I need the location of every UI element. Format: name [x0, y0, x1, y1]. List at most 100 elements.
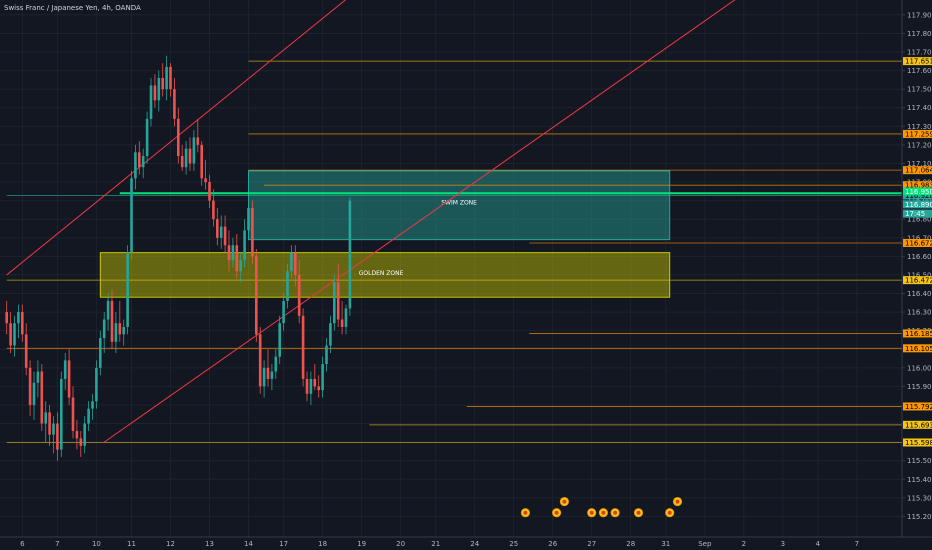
- candle-body: [274, 356, 278, 372]
- event-marker-icon[interactable]: [598, 508, 609, 518]
- candle-body: [196, 137, 200, 145]
- candle-down: [227, 230, 231, 272]
- candle-down: [40, 364, 44, 431]
- x-tick-label: 2: [742, 540, 746, 548]
- candle-body: [216, 219, 219, 238]
- x-tick-label: 7: [55, 540, 59, 548]
- candle-body: [177, 118, 180, 157]
- candle-up: [44, 401, 47, 443]
- candle-body: [278, 323, 281, 357]
- y-tick-label: 117.900: [907, 11, 932, 19]
- event-marker-icon[interactable]: [610, 508, 620, 518]
- x-tick-label: Sep: [698, 540, 712, 548]
- x-tick-label: 21: [431, 540, 440, 548]
- candle-body: [329, 323, 332, 346]
- candle-down: [294, 245, 297, 287]
- y-tick-label: 117.100: [907, 160, 932, 168]
- candle-body: [333, 282, 336, 324]
- event-marker-icon[interactable]: [665, 508, 675, 518]
- candle-body: [149, 85, 153, 119]
- event-marker-icon[interactable]: [520, 508, 531, 518]
- price-axis[interactable]: 115.200115.300115.400115.500115.600115.7…: [901, 0, 932, 550]
- candle-body: [161, 78, 164, 90]
- candle-up: [145, 111, 149, 164]
- event-marker-icon[interactable]: [559, 496, 570, 507]
- candle-body: [83, 423, 86, 446]
- candle-up: [286, 263, 289, 309]
- candle-up: [52, 416, 55, 454]
- x-tick-label: 25: [509, 540, 518, 548]
- candle-body: [313, 378, 317, 387]
- candle-down: [24, 323, 28, 376]
- candle-down: [5, 300, 8, 335]
- candle-up: [290, 245, 293, 279]
- x-tick-label: 7: [855, 540, 859, 548]
- candle-body: [60, 378, 63, 450]
- x-tick-label: 26: [548, 540, 557, 548]
- candle-body: [44, 412, 47, 424]
- candle-body: [262, 367, 266, 387]
- y-tick-label: 117.400: [907, 104, 932, 112]
- y-tick-label: 117.600: [907, 67, 932, 75]
- candle-body: [192, 137, 196, 164]
- x-tick-label: 14: [244, 540, 253, 548]
- x-tick-label: 3: [781, 540, 785, 548]
- x-tick-label: 17: [279, 540, 288, 548]
- candle-up: [348, 196, 352, 316]
- event-marker-icon[interactable]: [633, 508, 644, 518]
- candle-up: [63, 352, 67, 391]
- current-price-label: 116.890: [905, 201, 932, 209]
- candle-body: [153, 85, 157, 101]
- candle-down: [235, 234, 239, 279]
- candle-body: [118, 323, 122, 335]
- x-tick-label: 20: [396, 540, 405, 548]
- candle-down: [212, 189, 215, 227]
- y-tick-label: 115.500: [907, 457, 932, 465]
- candle-body: [21, 312, 24, 335]
- event-marker-inner: [562, 499, 567, 504]
- candle-up: [274, 349, 278, 379]
- candle-body: [239, 260, 242, 272]
- candle-up: [192, 130, 196, 171]
- candle-up: [149, 78, 153, 127]
- candle-body: [188, 148, 192, 164]
- candle-body: [255, 256, 258, 335]
- candle-down: [79, 430, 83, 457]
- candle-body: [122, 326, 125, 335]
- candle-body: [138, 152, 141, 168]
- candle-up: [99, 330, 102, 376]
- current-price-badge: [903, 187, 932, 196]
- candle-up: [32, 371, 36, 420]
- y-tick-label: 115.200: [907, 513, 932, 521]
- event-marker-icon[interactable]: [587, 508, 597, 518]
- candle-body: [200, 144, 203, 179]
- candle-down: [208, 174, 211, 209]
- candle-body: [212, 200, 215, 220]
- candle-down: [297, 260, 301, 324]
- candle-down: [161, 63, 164, 97]
- candle-up: [329, 315, 332, 353]
- time-axis[interactable]: 6 7 10 11 12 13 14 17 18 19 20 21 24 25 26 27 28 31 Sep 2 3 4…: [0, 536, 932, 548]
- candle-body: [157, 78, 161, 101]
- candle-body: [297, 274, 301, 316]
- event-marker-icon[interactable]: [551, 508, 562, 518]
- event-marker-inner: [636, 510, 641, 515]
- candle-body: [173, 89, 176, 119]
- candle-body: [99, 338, 102, 368]
- candle-down: [28, 360, 32, 417]
- price-badge-label: 117.259: [905, 130, 932, 138]
- candle-body: [208, 182, 211, 201]
- event-marker-inner: [523, 510, 528, 515]
- candle-up: [282, 293, 285, 331]
- y-tick-label: 116.000: [907, 364, 932, 372]
- candle-down: [340, 300, 344, 335]
- candle-body: [56, 423, 59, 450]
- zones-layer: SWIM ZONE GOLDEN ZONE: [99, 170, 671, 298]
- candle-down: [21, 304, 24, 342]
- candle-body: [270, 371, 274, 379]
- candle-down: [301, 308, 305, 387]
- event-marker-icon[interactable]: [672, 496, 683, 507]
- candle-down: [118, 300, 122, 342]
